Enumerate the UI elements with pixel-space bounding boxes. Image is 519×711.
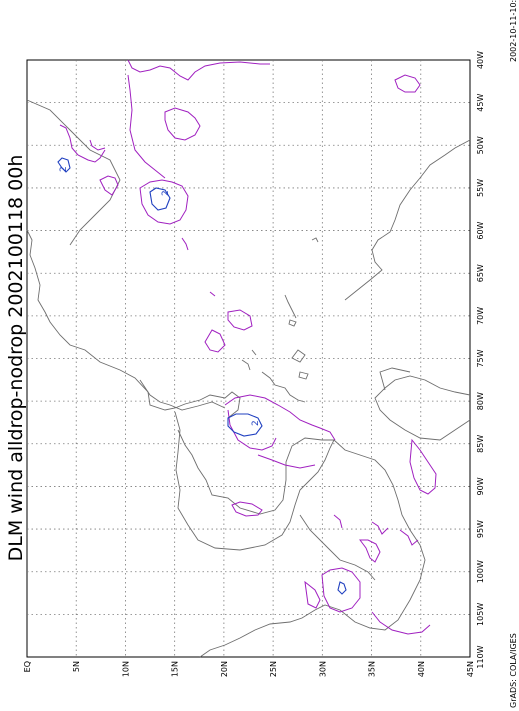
contour-10 <box>209 291 216 297</box>
lon-tick-label: 110W <box>476 645 485 668</box>
contour-14 <box>227 409 277 451</box>
lon-tick-label: 70W <box>476 307 485 325</box>
map-title: DLM wind alldrop-nodrop 2002100118 00h <box>5 155 27 562</box>
island-cuba <box>261 371 306 403</box>
contour-3 <box>164 107 201 141</box>
coastline-canada-atlantic <box>26 99 121 246</box>
contour-17 <box>231 501 263 517</box>
contour-label: 2 <box>251 420 261 426</box>
blue-contour-1 <box>57 157 71 173</box>
island-hispaniola <box>291 349 306 363</box>
lat-lon-grid <box>27 60 470 657</box>
lon-tick-label: 40W <box>476 51 485 69</box>
contour-1 <box>127 59 270 81</box>
longitude-labels: 110W 105W 100W 95W 90W 85W 80W 75W 70W 65W 60W 55W 5… <box>476 51 485 669</box>
lat-tick-label: 35N <box>368 661 377 677</box>
contours-blue <box>57 157 347 595</box>
contour-22 <box>321 567 361 613</box>
lon-tick-label: 60W <box>476 221 485 239</box>
coastline-north-america-east <box>26 229 241 419</box>
contour-5 <box>89 139 106 151</box>
island-lesser-antilles <box>284 294 297 319</box>
island-bahamas <box>241 349 257 371</box>
coastline-florida <box>139 379 226 411</box>
contour-2 <box>127 74 166 179</box>
island-jamaica <box>298 371 309 380</box>
contour-8 <box>394 74 421 93</box>
blue-contour-3 <box>227 413 263 437</box>
latitude-labels: EQ 5N 10N 15N 20N 25N 30N 35N 40N 45N <box>23 661 475 677</box>
lon-tick-label: 65W <box>476 264 485 282</box>
contour-12 <box>204 329 226 353</box>
contour-19 <box>359 539 381 563</box>
contour-9 <box>181 237 189 251</box>
contour-20 <box>371 521 389 535</box>
timestamp: 2002-10-11-10:41 <box>509 0 518 62</box>
contour-16 <box>409 438 437 495</box>
blue-contour-2 <box>149 187 171 211</box>
contour-18 <box>333 514 343 529</box>
lon-tick-label: 50W <box>476 136 485 154</box>
coastline-baja <box>299 514 376 581</box>
contour-label: 2 <box>59 166 69 172</box>
contour-23 <box>304 580 321 609</box>
lon-tick-label: 95W <box>476 520 485 538</box>
contour-13 <box>224 394 336 441</box>
coastline-labrador <box>344 139 471 301</box>
contour-label: 2 <box>161 190 171 196</box>
blue-contour-4 <box>337 581 347 595</box>
contour-11 <box>227 309 253 331</box>
island-bermuda <box>311 237 319 243</box>
lon-tick-label: 45W <box>476 94 485 112</box>
lat-tick-label: 25N <box>269 661 278 677</box>
contour-4 <box>59 124 106 163</box>
contour-15 <box>257 454 316 469</box>
coastline-venezuela <box>379 367 411 391</box>
contour-24 <box>371 611 431 635</box>
lat-tick-label: 20N <box>220 661 229 677</box>
lon-tick-label: 90W <box>476 477 485 495</box>
contour-labels: 2 2 2 <box>59 166 261 426</box>
lon-tick-label: 75W <box>476 349 485 367</box>
lon-tick-label: 100W <box>476 560 485 583</box>
coastlines <box>26 99 471 658</box>
lat-tick-label: EQ <box>23 661 32 672</box>
contour-7 <box>139 179 189 225</box>
coastline-south-america <box>374 375 471 441</box>
contour-6 <box>99 175 119 196</box>
lat-tick-label: 45N <box>466 661 475 677</box>
lat-tick-label: 30N <box>318 661 327 677</box>
lat-tick-label: 5N <box>72 661 81 672</box>
coastline-gulf <box>174 411 335 551</box>
lat-tick-label: 15N <box>171 661 180 677</box>
grads-credit: GrADS: COLA/IGES <box>509 633 518 708</box>
lat-tick-label: 40N <box>417 661 426 677</box>
contours-magenta <box>59 59 437 635</box>
island-puerto-rico <box>288 319 297 327</box>
coastline-central-america <box>199 439 426 658</box>
lon-tick-label: 80W <box>476 392 485 410</box>
lon-tick-label: 85W <box>476 435 485 453</box>
contour-21 <box>399 529 419 546</box>
lon-tick-label: 55W <box>476 179 485 197</box>
lat-tick-label: 10N <box>121 661 130 677</box>
lon-tick-label: 105W <box>476 603 485 626</box>
